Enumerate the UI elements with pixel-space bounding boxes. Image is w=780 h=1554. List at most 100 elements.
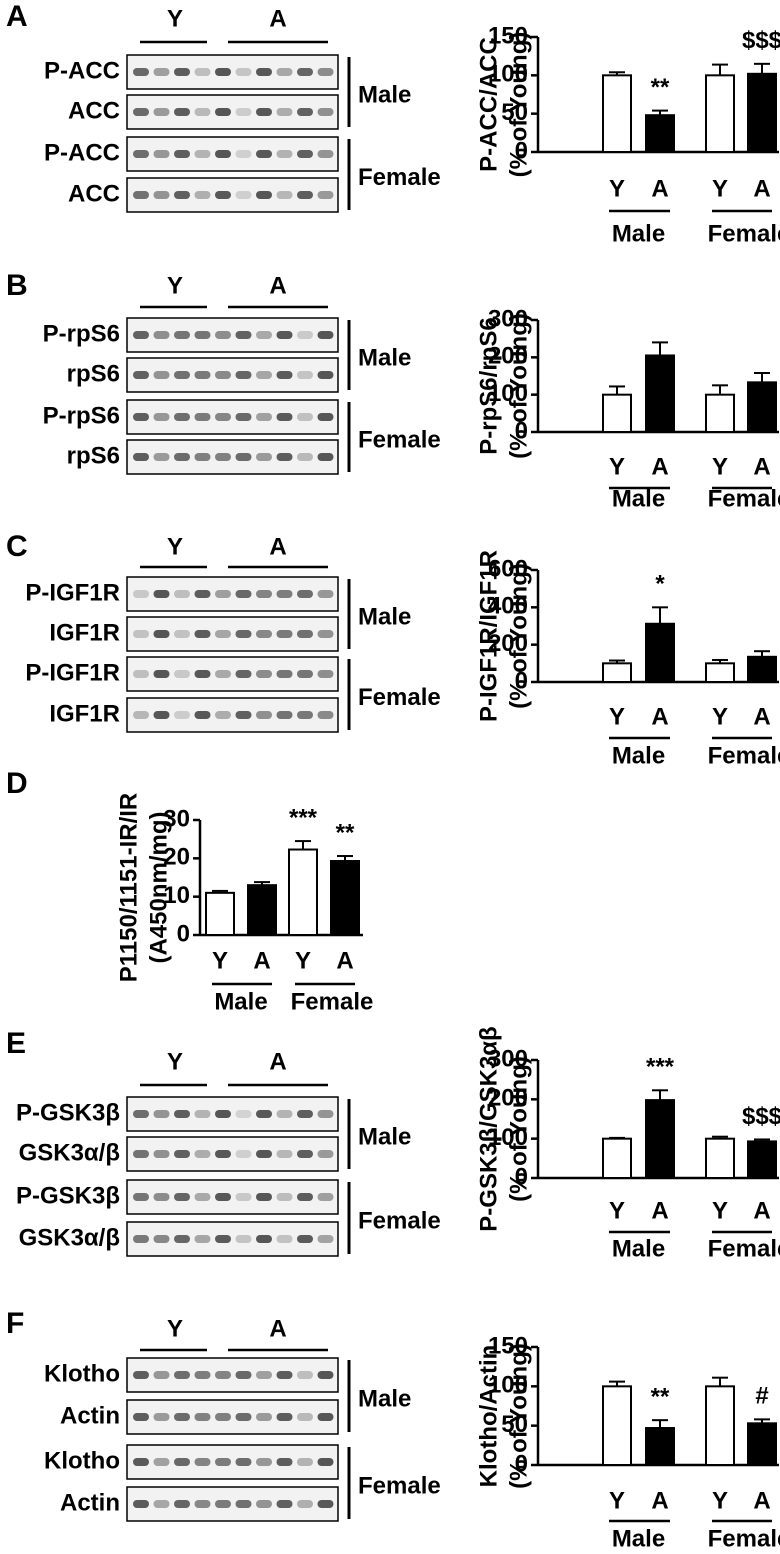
x-tick-label: Y: [609, 175, 625, 202]
blot-band: [215, 331, 231, 339]
blot-band: [235, 453, 252, 461]
blot-band: [297, 371, 313, 379]
sex-label: Male: [358, 1385, 411, 1412]
blot-band: [194, 1371, 211, 1379]
significance-label: $$$: [742, 27, 780, 54]
blot-band: [153, 630, 170, 638]
x-tick-label: A: [753, 453, 770, 480]
blot-band: [194, 68, 211, 76]
x-tick-label: Y: [712, 1487, 728, 1514]
group-label: Female: [291, 988, 374, 1015]
blot-band: [133, 1413, 149, 1421]
blot-band: [174, 711, 190, 719]
bar: [645, 354, 675, 434]
x-tick-label: Y: [712, 175, 728, 202]
blot-band: [235, 150, 252, 158]
blot-band: [317, 413, 334, 421]
blot-row-label: P-ACC: [44, 57, 120, 84]
y-tick-label: 600: [488, 555, 528, 582]
bar: [705, 1385, 735, 1467]
blot-band: [256, 590, 272, 598]
blot-band: [317, 1193, 334, 1201]
y-tick-label: 100: [488, 1372, 528, 1399]
blot-row-label: P-IGF1R: [25, 659, 120, 686]
blot-band: [235, 108, 252, 116]
blot-band: [153, 191, 170, 199]
blot-band: [174, 1110, 190, 1118]
blot-band: [297, 150, 313, 158]
bar: [705, 74, 735, 153]
blot-band: [297, 590, 313, 598]
group-label: Male: [612, 220, 665, 247]
blot-band: [256, 371, 272, 379]
blot-band: [297, 453, 313, 461]
blot-band: [174, 1413, 190, 1421]
y-axis-label: P-GSK3β/GSK3αβ: [475, 1026, 502, 1231]
blot-band: [256, 191, 272, 199]
blot-band: [235, 371, 252, 379]
group-label: Female: [708, 220, 780, 247]
blot-band: [235, 1500, 252, 1508]
blot-band: [215, 1150, 231, 1158]
blot-band: [174, 590, 190, 598]
blot-band: [297, 1193, 313, 1201]
blot-band: [317, 191, 334, 199]
blot-row-label: IGF1R: [49, 619, 120, 646]
blot-band: [297, 630, 313, 638]
group-label: Female: [708, 1525, 780, 1552]
blot-band: [276, 1110, 293, 1118]
blot-band: [215, 711, 231, 719]
blot-band: [256, 150, 272, 158]
blot-band: [194, 191, 211, 199]
blot-band: [153, 331, 170, 339]
blot-band: [194, 711, 211, 719]
blot-band: [194, 670, 211, 678]
blot-strip: [126, 399, 339, 435]
blot-band: [194, 1193, 211, 1201]
blot-band: [153, 413, 170, 421]
blot-row-label: IGF1R: [49, 700, 120, 727]
blot-band: [215, 191, 231, 199]
blot-row-label: Actin: [60, 1402, 120, 1429]
blot-strip: [126, 1357, 339, 1393]
significance-label: **: [651, 74, 670, 101]
blot-band: [194, 1413, 211, 1421]
x-tick-label: Y: [295, 947, 311, 974]
blot-band: [174, 150, 190, 158]
lane-label: Y: [167, 1315, 183, 1342]
group-label: Female: [708, 742, 780, 769]
blot-band: [215, 68, 231, 76]
blot-band: [317, 590, 334, 598]
blot-band: [317, 453, 334, 461]
blot-band: [235, 191, 252, 199]
blot-band: [174, 1150, 190, 1158]
blot-band: [297, 1150, 313, 1158]
blot-band: [133, 413, 149, 421]
blot-row-label: rpS6: [67, 442, 120, 469]
lane-label: A: [269, 1315, 286, 1342]
lane-label: A: [269, 1048, 286, 1075]
blot-band: [276, 670, 293, 678]
blot-band: [256, 630, 272, 638]
blot-band: [256, 108, 272, 116]
bar: [645, 114, 675, 153]
blot-band: [153, 108, 170, 116]
blot-band: [235, 1150, 252, 1158]
blot-band: [215, 1458, 231, 1466]
blot-row-label: Actin: [60, 1489, 120, 1516]
significance-label: ***: [289, 804, 318, 831]
blot-band: [276, 1413, 293, 1421]
bar: [705, 393, 735, 433]
blot-band: [133, 590, 149, 598]
y-tick-label: 0: [515, 1163, 528, 1190]
blot-band: [235, 1413, 252, 1421]
y-axis-label: (% of Young): [505, 1343, 532, 1489]
panel-letter: F: [6, 1307, 24, 1340]
x-tick-label: A: [253, 947, 270, 974]
significance-label: **: [336, 819, 355, 846]
blot-band: [174, 1371, 190, 1379]
blot-strip: [126, 1486, 339, 1522]
group-label: Female: [708, 1235, 780, 1262]
blot-band: [297, 1500, 313, 1508]
blot-band: [153, 670, 170, 678]
